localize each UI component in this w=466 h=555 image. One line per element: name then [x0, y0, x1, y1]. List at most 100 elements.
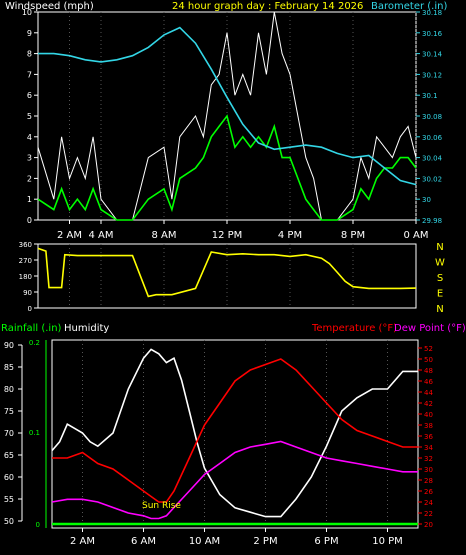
middle-grid	[69, 244, 354, 308]
temperature-tick-label: 38	[424, 422, 433, 430]
y2-tick-label: 30	[422, 196, 431, 204]
x-tick-label: 10 AM	[189, 536, 220, 547]
series-barometer-line	[38, 26, 417, 186]
y2-tick-label: 30.12	[422, 71, 442, 79]
y2-tick-label: 30.1	[422, 92, 438, 100]
temperature-tick-label: 36	[424, 433, 433, 441]
y2-tick-label: 30.06	[422, 134, 443, 142]
y2-tick-label: 30.08	[422, 113, 442, 121]
y-tick-label: 7	[27, 70, 32, 79]
y-tick-label: 9	[27, 29, 32, 38]
x-tick-label: 2 PM	[253, 536, 277, 547]
x-tick-label: 2 AM	[57, 230, 82, 241]
y-tick-label: 90	[23, 289, 32, 297]
bottom-temperature-ticks: 20 22 24 26 28 30 32 34 36 38 40 42 44 46 48 50 52	[418, 345, 433, 529]
dewpoint-label: Dew Point (°F)	[394, 323, 466, 334]
series-temperature-line	[52, 358, 418, 503]
y-tick-label: 0	[27, 216, 32, 225]
temperature-tick-label: 52	[424, 345, 433, 353]
bottom-series	[51, 348, 418, 526]
y-tick-label: 1	[27, 195, 32, 204]
rain-tick-label: 0	[36, 521, 40, 529]
temperature-tick-label: 44	[424, 389, 433, 397]
rainfall-label: Rainfall (.in)	[1, 323, 62, 334]
humidity-tick-label: 60	[4, 473, 14, 482]
humidity-tick-label: 85	[4, 363, 14, 372]
temperature-tick-label: 50	[424, 356, 433, 364]
humidity-tick-label: 55	[4, 495, 14, 504]
y-tick-label: 360	[19, 241, 32, 249]
y-tick-label: 8	[27, 50, 32, 59]
y-tick-label: 270	[19, 257, 32, 265]
humidity-tick-label: 70	[4, 429, 14, 438]
series-gust-line	[37, 11, 417, 221]
sunrise-annotation: Sun Rise	[142, 501, 181, 511]
humidity-tick-label: 80	[4, 385, 14, 394]
y2-tick-label: 30.04	[422, 155, 443, 163]
temperature-tick-label: 34	[424, 444, 433, 452]
temperature-tick-label: 30	[424, 466, 433, 474]
compass-label: S	[437, 273, 443, 284]
y-tick-label: 3	[27, 154, 32, 163]
rain-tick-label: 0.1	[29, 429, 40, 437]
temperature-tick-label: 28	[424, 477, 433, 485]
compass-label: E	[437, 289, 443, 300]
humidity-tick-label: 50	[4, 517, 14, 526]
temperature-tick-label: 32	[424, 455, 433, 463]
bottom-x-ticks: 2 AM 6 AM 10 AM 2 PM 6 PM 10 PM	[70, 528, 403, 547]
x-tick-label: 4 AM	[88, 230, 113, 241]
top-series	[37, 11, 417, 221]
bottom-panel-frame	[51, 339, 419, 529]
top-y-ticks: 0 1 2 3 4 5 6 7 8 9 10	[22, 8, 38, 225]
temperature-tick-label: 40	[424, 411, 433, 419]
y-tick-label: 6	[27, 91, 32, 100]
series-wind-direction-line	[37, 247, 417, 298]
y-tick-label: 0	[28, 305, 32, 313]
y-tick-label: 4	[27, 133, 32, 142]
y2-tick-label: 30.02	[422, 175, 442, 183]
y2-tick-label: 30.16	[422, 30, 443, 38]
series-dew-point-line	[51, 440, 418, 520]
bottom-rain-ticks: 0 0.1 0.2	[29, 339, 47, 529]
compass-label: W	[435, 258, 445, 269]
y2-tick-label: 29.98	[422, 217, 442, 225]
x-tick-label: 8 PM	[341, 230, 365, 241]
windspeed-title: Windspeed (mph)	[5, 1, 94, 12]
temperature-tick-label: 20	[424, 521, 433, 529]
humidity-tick-label: 90	[4, 341, 14, 350]
compass-label: N	[436, 242, 443, 253]
bottom-grid	[82, 340, 388, 528]
top-panel: 0 1 2 3 4 5 6 7 8 9 10 29.98 30 30.02 30.04 30.06 30.08…	[22, 8, 443, 241]
bottom-humidity-ticks: 50 55 60 65 70 75 80 85 90	[4, 341, 23, 526]
x-tick-label: 12 PM	[212, 230, 243, 241]
top-grid	[69, 12, 417, 220]
x-tick-label: 6 AM	[131, 536, 156, 547]
temperature-tick-label: 42	[424, 400, 433, 408]
humidity-label: Humidity	[64, 323, 109, 334]
temperature-tick-label: 26	[424, 488, 433, 496]
x-tick-label: 6 PM	[314, 536, 338, 547]
top-y2-ticks: 29.98 30 30.02 30.04 30.06 30.08 30.1 30.12 30.1…	[416, 9, 443, 225]
rain-tick-label: 0.2	[29, 339, 40, 347]
x-tick-label: 10 PM	[372, 536, 403, 547]
humidity-tick-label: 75	[4, 407, 14, 416]
y-tick-label: 2	[27, 174, 32, 183]
y2-tick-label: 30.18	[422, 9, 442, 17]
middle-series	[37, 247, 417, 298]
y-tick-label: 10	[22, 8, 32, 17]
series-average-line	[37, 114, 417, 221]
bottom-panel: 50 55 60 65 70 75 80 85 90 20 22 24 26 28 30 32 34 36 38 4…	[4, 339, 434, 547]
middle-y-ticks: 0 90 180 270 360	[19, 241, 38, 313]
y-tick-label: 5	[27, 112, 32, 121]
temperature-tick-label: 46	[424, 378, 433, 386]
barometer-title: Barometer (.in)	[371, 1, 447, 12]
temperature-tick-label: 22	[424, 510, 433, 518]
y2-tick-label: 30.14	[422, 51, 443, 59]
x-tick-label: 0 AM	[403, 230, 428, 241]
temperature-tick-label: 48	[424, 367, 433, 375]
date-title: 24 hour graph day : February 14 2026	[172, 1, 363, 12]
